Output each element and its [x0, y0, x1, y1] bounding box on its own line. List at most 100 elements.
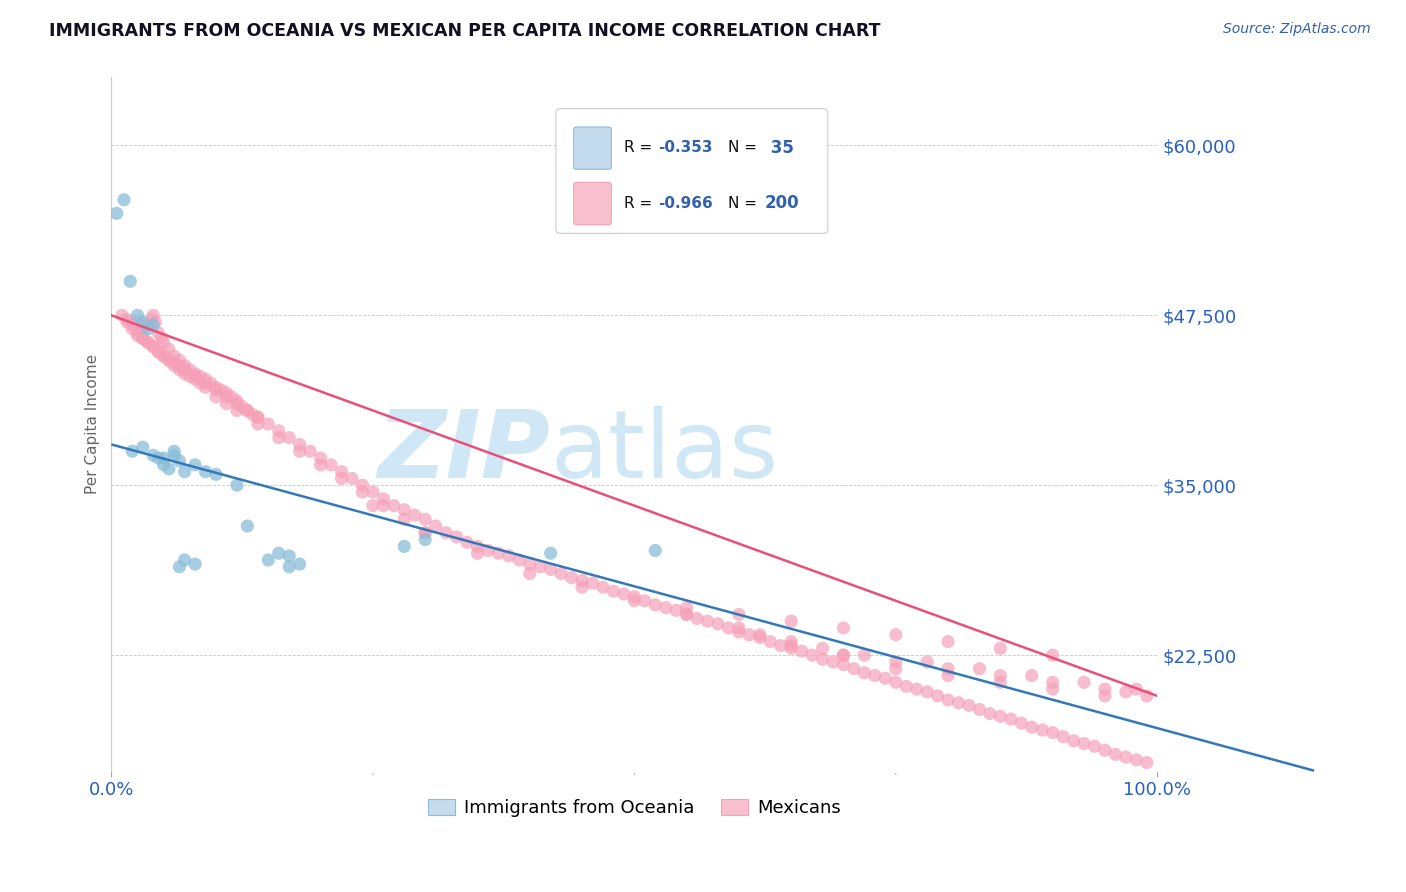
Point — [884, 628, 907, 642]
Point — [215, 397, 238, 411]
Point — [142, 308, 165, 322]
Point — [136, 335, 159, 350]
Point — [884, 655, 907, 669]
Point — [127, 326, 149, 340]
Point — [132, 440, 155, 454]
Point — [969, 702, 991, 716]
Point — [571, 574, 593, 588]
Point — [936, 634, 959, 648]
Point — [728, 607, 751, 622]
Point — [309, 458, 332, 472]
Point — [413, 533, 436, 547]
Point — [790, 644, 813, 658]
Point — [896, 680, 918, 694]
Point — [801, 648, 824, 662]
Point — [550, 566, 572, 581]
Point — [194, 380, 217, 394]
Point — [728, 625, 751, 640]
Point — [142, 448, 165, 462]
Point — [936, 662, 959, 676]
Point — [811, 641, 834, 656]
Point — [173, 465, 195, 479]
Point — [236, 403, 259, 417]
Point — [373, 491, 395, 506]
Point — [163, 356, 186, 370]
Point — [1042, 725, 1064, 739]
Point — [780, 614, 803, 628]
Text: R =: R = — [624, 195, 657, 211]
Point — [780, 634, 803, 648]
Point — [173, 359, 195, 373]
Point — [194, 465, 217, 479]
Point — [748, 628, 770, 642]
Point — [179, 362, 201, 376]
Point — [188, 369, 211, 384]
Point — [413, 525, 436, 540]
Point — [811, 652, 834, 666]
Point — [1052, 730, 1074, 744]
Point — [780, 641, 803, 656]
Point — [1042, 675, 1064, 690]
Y-axis label: Per Capita Income: Per Capita Income — [86, 354, 100, 494]
Point — [169, 359, 191, 373]
Point — [1115, 750, 1137, 764]
Point — [1042, 682, 1064, 697]
Point — [188, 376, 211, 391]
Point — [707, 616, 730, 631]
Point — [1125, 682, 1147, 697]
Point — [215, 390, 238, 404]
Point — [150, 331, 173, 345]
Point — [832, 648, 855, 662]
Point — [288, 444, 311, 458]
Point — [875, 671, 897, 685]
Point — [226, 397, 249, 411]
Point — [394, 512, 416, 526]
Point — [299, 444, 322, 458]
Point — [111, 308, 134, 322]
Point — [200, 376, 222, 391]
Point — [1073, 675, 1095, 690]
Point — [236, 519, 259, 533]
Text: Source: ZipAtlas.com: Source: ZipAtlas.com — [1223, 22, 1371, 37]
Point — [142, 318, 165, 332]
Point — [132, 315, 155, 329]
Point — [382, 499, 405, 513]
Point — [413, 525, 436, 540]
Point — [394, 502, 416, 516]
Point — [915, 685, 938, 699]
Point — [1073, 737, 1095, 751]
Point — [884, 662, 907, 676]
Point — [853, 665, 876, 680]
Point — [173, 553, 195, 567]
Point — [121, 322, 143, 336]
Point — [152, 349, 174, 363]
Point — [115, 315, 138, 329]
Point — [352, 485, 374, 500]
Point — [675, 600, 697, 615]
Point — [936, 693, 959, 707]
Point — [242, 408, 264, 422]
Point — [132, 331, 155, 345]
Point — [613, 587, 636, 601]
Point — [529, 559, 551, 574]
Point — [434, 525, 457, 540]
Point — [519, 557, 541, 571]
Point — [136, 318, 159, 332]
Point — [142, 340, 165, 354]
Point — [936, 668, 959, 682]
Point — [990, 709, 1012, 723]
Point — [127, 315, 149, 329]
Point — [112, 193, 135, 207]
Point — [634, 594, 657, 608]
Point — [832, 657, 855, 672]
Point — [592, 580, 614, 594]
Point — [141, 312, 163, 326]
Point — [194, 376, 217, 391]
Point — [728, 621, 751, 635]
Text: -0.353: -0.353 — [658, 140, 713, 155]
Point — [246, 410, 269, 425]
Point — [163, 444, 186, 458]
Point — [957, 698, 980, 713]
Point — [157, 462, 180, 476]
Point — [179, 369, 201, 384]
